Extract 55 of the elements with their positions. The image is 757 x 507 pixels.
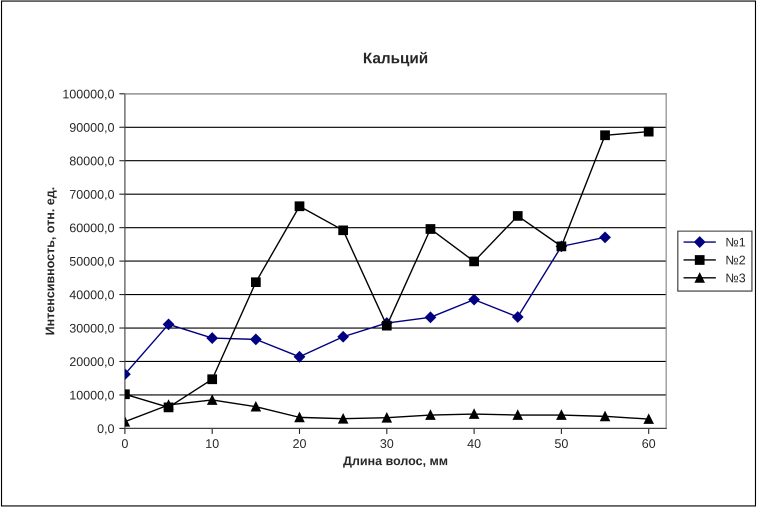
y-tick-label: 0,0 (98, 424, 114, 435)
point (426, 410, 436, 420)
point (338, 414, 348, 424)
y-tick-label: 90000,0 (70, 123, 114, 134)
point (382, 320, 392, 331)
y-tick-label: 30000,0 (70, 324, 114, 334)
point (512, 311, 524, 323)
point (512, 410, 523, 420)
x-tick-label: 30 (380, 439, 394, 448)
point (600, 412, 610, 422)
x-tick-label: 10 (206, 439, 219, 448)
y-tick-label: 80000,0 (70, 156, 114, 167)
point (600, 130, 610, 140)
point (556, 410, 566, 420)
point (206, 332, 218, 344)
point (644, 414, 654, 424)
x-tick-label: 40 (467, 439, 481, 448)
point (512, 211, 523, 221)
y-tick-label: 50000,0 (70, 256, 114, 268)
legend-label: №3 (726, 274, 746, 282)
point (207, 374, 218, 384)
x-tick-label: 20 (293, 439, 306, 448)
y-axis-title: Интенсивность, отн. ед. (46, 188, 57, 335)
point (294, 351, 306, 362)
point (250, 277, 261, 288)
y-tick-label: 100000,0 (63, 90, 114, 100)
point (469, 409, 479, 419)
point (294, 201, 304, 212)
x-tick-label: 0 (122, 439, 128, 448)
chart-title: Кальций (364, 52, 428, 66)
point (424, 312, 436, 323)
y-tick-label: 40000,0 (70, 290, 114, 301)
point (469, 256, 479, 266)
point (338, 331, 349, 342)
point (164, 400, 174, 410)
point (644, 126, 654, 136)
x-tick-label: 50 (554, 439, 568, 448)
point (162, 318, 174, 330)
point (294, 412, 304, 422)
y-tick-label: 70000,0 (70, 190, 114, 200)
point (468, 294, 480, 306)
legend-label: №1 (726, 238, 746, 246)
point (338, 225, 348, 236)
point (250, 402, 261, 412)
y-tick-label: 20000,0 (70, 357, 114, 368)
y-tick-label: 10000,0 (70, 390, 114, 402)
point (382, 412, 392, 423)
x-axis-title: Длина волос, мм (343, 456, 448, 468)
x-tick-label: 60 (642, 439, 656, 448)
y-tick-label: 60000,0 (70, 223, 114, 234)
legend-label: №2 (726, 256, 746, 264)
point (599, 232, 611, 243)
point (426, 224, 436, 234)
point (207, 395, 218, 405)
point (250, 334, 262, 346)
